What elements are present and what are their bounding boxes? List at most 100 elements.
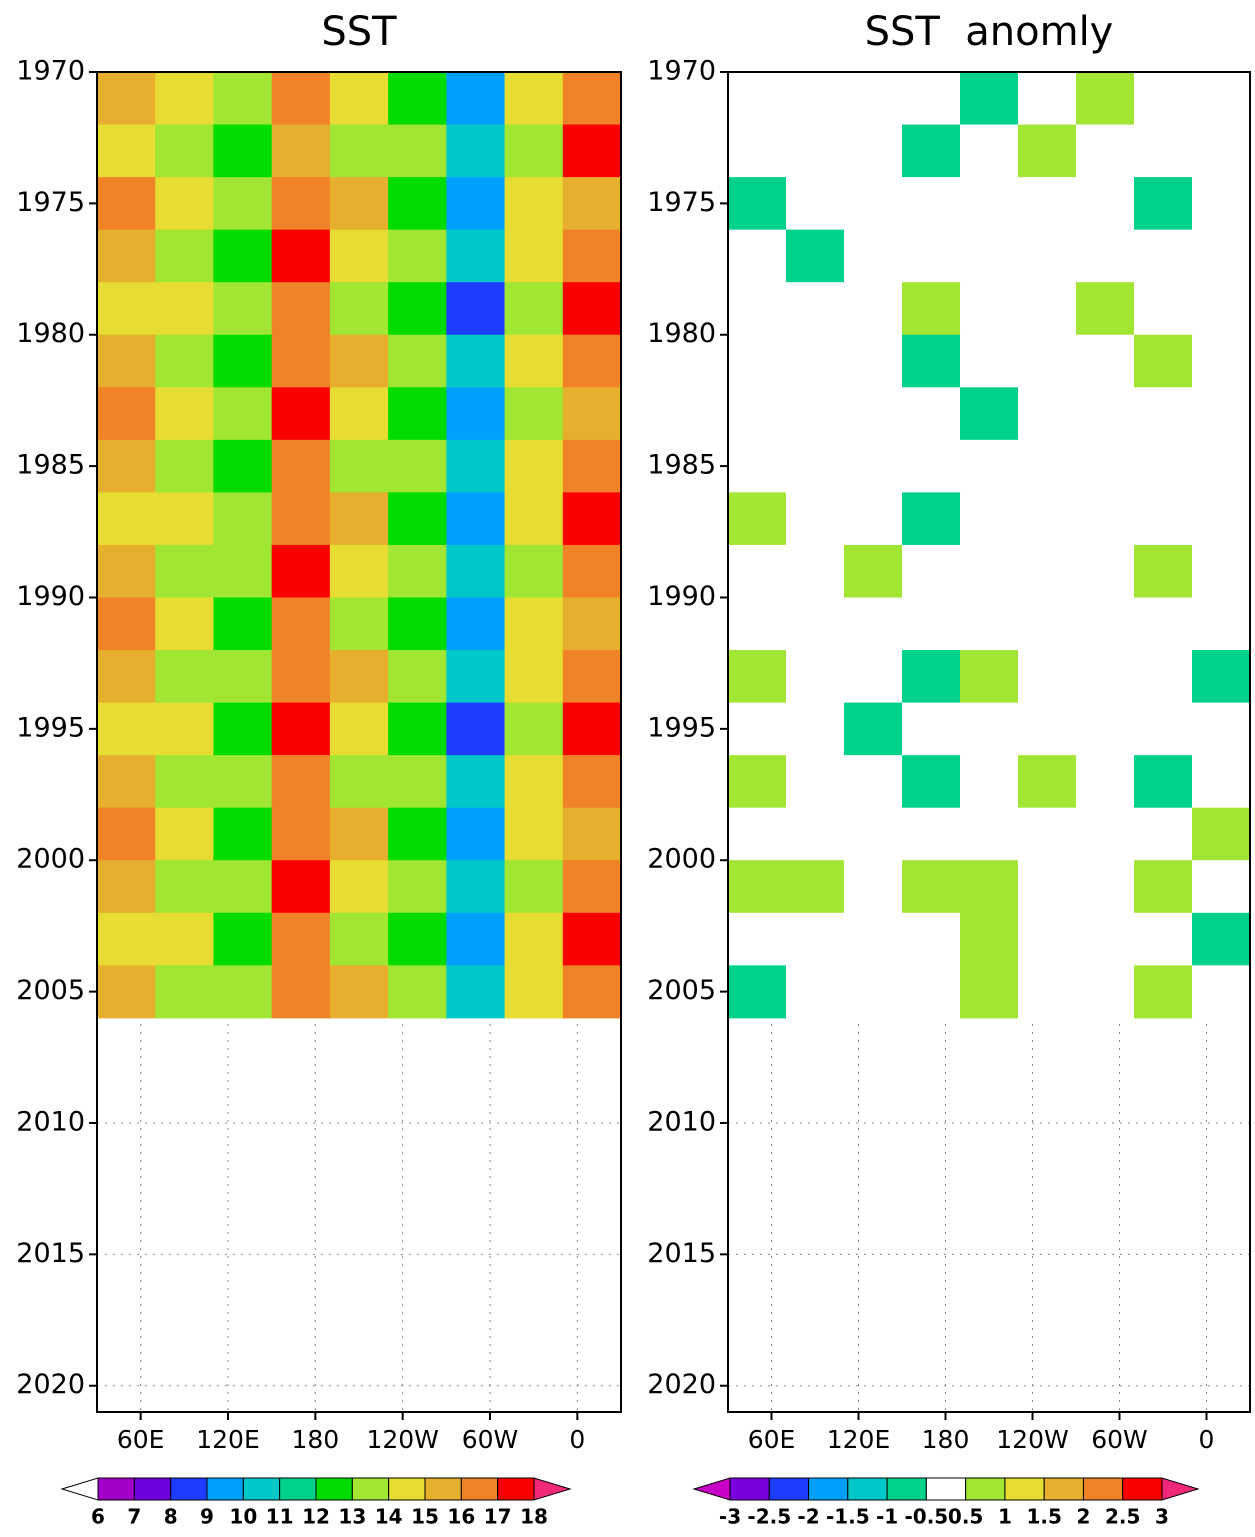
heat-cell bbox=[844, 72, 903, 126]
colorbar-label: 12 bbox=[302, 1505, 330, 1529]
y-tick-label: 1970 bbox=[647, 56, 716, 87]
x-tick-label: 120W bbox=[996, 1425, 1068, 1454]
heat-cell bbox=[1192, 912, 1251, 966]
heat-cell bbox=[1076, 965, 1135, 1019]
heat-cell bbox=[960, 544, 1019, 598]
heat-cell bbox=[504, 860, 564, 914]
heat-cell bbox=[1018, 124, 1077, 178]
heat-cell bbox=[155, 860, 214, 914]
heat-cell bbox=[1076, 124, 1135, 178]
heat-cell bbox=[562, 492, 622, 546]
heat-cell bbox=[960, 912, 1019, 966]
heat-cell bbox=[844, 439, 903, 493]
heat-cell bbox=[504, 650, 564, 704]
plot-frame bbox=[96, 71, 622, 1413]
heat-cell bbox=[786, 912, 845, 966]
heat-cell bbox=[1134, 702, 1193, 756]
heat-cell bbox=[902, 965, 961, 1019]
y-tick-label: 2015 bbox=[16, 1238, 85, 1269]
heat-cell bbox=[1018, 387, 1077, 441]
heat-cell bbox=[728, 912, 787, 966]
heat-cell bbox=[1192, 860, 1251, 914]
colorbar-box bbox=[1082, 1477, 1124, 1501]
heat-cell bbox=[1018, 597, 1077, 651]
heat-cell bbox=[213, 387, 273, 441]
colorbar-box bbox=[388, 1477, 426, 1501]
heat-cell bbox=[728, 755, 787, 809]
heat-cell bbox=[902, 650, 961, 704]
heat-cell bbox=[329, 912, 389, 966]
y-tick-label: 1970 bbox=[16, 56, 85, 87]
heat-cell bbox=[388, 965, 447, 1019]
heat-cell bbox=[844, 544, 903, 598]
heat-cell bbox=[902, 282, 961, 336]
heat-cell bbox=[728, 965, 787, 1019]
y-tick-label: 2005 bbox=[647, 975, 716, 1006]
colorbar-box bbox=[497, 1477, 535, 1501]
x-tick-label: 0 bbox=[1199, 1425, 1215, 1454]
heat-cell bbox=[960, 755, 1019, 809]
colorbar-label: -3 bbox=[719, 1505, 741, 1529]
heat-cell bbox=[155, 965, 214, 1019]
x-tick-label: 180 bbox=[291, 1425, 339, 1454]
heat-cell bbox=[446, 439, 506, 493]
colorbar-label: 2.5 bbox=[1105, 1505, 1140, 1529]
colorbar-label: 7 bbox=[127, 1505, 141, 1529]
heat-cell bbox=[155, 807, 214, 861]
heat-cell bbox=[844, 282, 903, 336]
heat-cell bbox=[1018, 439, 1077, 493]
heat-cell bbox=[1134, 492, 1193, 546]
heat-cell bbox=[504, 492, 564, 546]
colorbar-box bbox=[729, 1477, 770, 1501]
heat-cell bbox=[446, 387, 506, 441]
heat-cell bbox=[1192, 177, 1251, 231]
heat-cell bbox=[1134, 72, 1193, 126]
heat-cell bbox=[786, 334, 845, 388]
heat-cell bbox=[786, 807, 845, 861]
colorbar-box bbox=[351, 1477, 390, 1501]
heat-cell bbox=[504, 544, 564, 598]
heat-cell bbox=[844, 807, 903, 861]
heat-cell bbox=[902, 544, 961, 598]
heat-cell bbox=[1076, 282, 1135, 336]
heat-cell bbox=[388, 860, 447, 914]
heat-cell bbox=[1134, 860, 1193, 914]
heat-cell bbox=[562, 965, 622, 1019]
heat-cell bbox=[271, 912, 331, 966]
heat-cell bbox=[329, 177, 389, 231]
heat-cell bbox=[1134, 912, 1193, 966]
heat-cell bbox=[728, 229, 787, 283]
heat-cell bbox=[388, 492, 447, 546]
heat-cell bbox=[97, 229, 156, 283]
heat-cell bbox=[1134, 334, 1193, 388]
heat-cell bbox=[1134, 597, 1193, 651]
heat-cell bbox=[562, 229, 622, 283]
heat-cell bbox=[446, 702, 506, 756]
heat-cell bbox=[844, 755, 903, 809]
heat-cell bbox=[97, 860, 156, 914]
heat-cell bbox=[504, 334, 564, 388]
heat-cell bbox=[902, 334, 961, 388]
heat-cell bbox=[844, 597, 903, 651]
y-tick-label: 1995 bbox=[16, 712, 85, 743]
heat-cell bbox=[213, 860, 273, 914]
colorbar-box bbox=[170, 1477, 208, 1501]
colorbar-box bbox=[847, 1477, 888, 1501]
heat-cell bbox=[1018, 807, 1077, 861]
heat-cell bbox=[329, 650, 389, 704]
heat-cell bbox=[388, 544, 447, 598]
heat-cell bbox=[97, 544, 156, 598]
colorbar-label: 17 bbox=[484, 1505, 512, 1529]
y-tick-label: 1985 bbox=[647, 450, 716, 481]
heat-cell bbox=[446, 177, 506, 231]
heat-cell bbox=[388, 597, 447, 651]
colorbar-label: -1 bbox=[876, 1505, 898, 1529]
heat-cell bbox=[329, 544, 389, 598]
heat-cell bbox=[786, 544, 845, 598]
heat-cell bbox=[446, 544, 506, 598]
heat-cell bbox=[844, 702, 903, 756]
heat-cell bbox=[271, 702, 331, 756]
heat-cell bbox=[271, 177, 331, 231]
heat-cell bbox=[562, 702, 622, 756]
heat-cell bbox=[844, 492, 903, 546]
